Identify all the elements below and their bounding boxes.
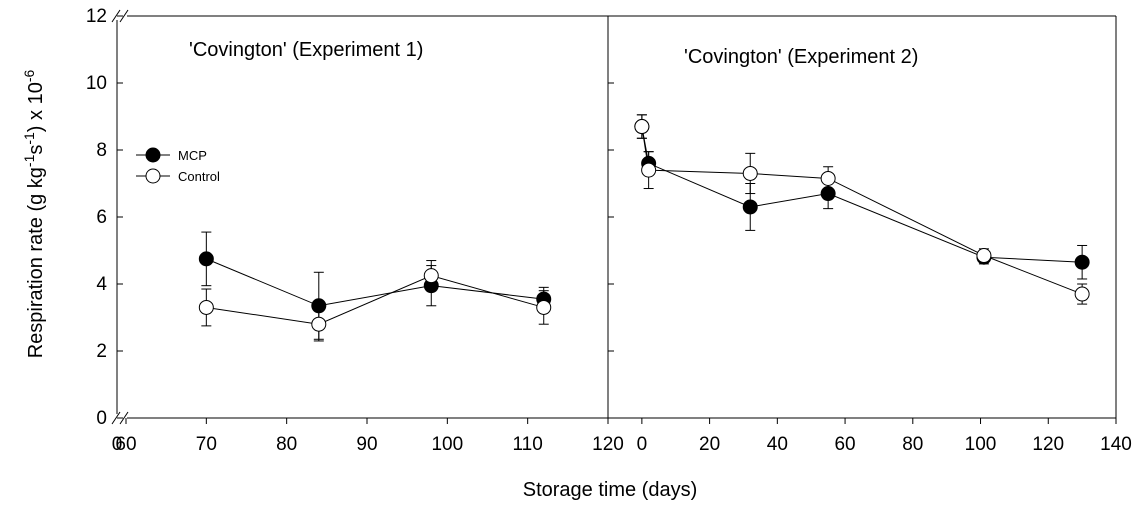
point-mcp-panel-1-0 <box>198 251 214 267</box>
point-control-panel-1-1 <box>311 316 327 332</box>
axis-break-top-b <box>119 9 129 23</box>
y-tick-label-4: 4 <box>96 274 107 295</box>
x2-tick-label-40: 40 <box>767 434 788 455</box>
point-control-panel-2-2 <box>742 165 758 181</box>
x2-tick-label-0: 0 <box>637 434 648 455</box>
legend-marker-mcp <box>145 147 161 163</box>
data-series <box>198 114 1090 342</box>
y-tick-label-12: 12 <box>86 6 107 27</box>
x2-tick-label-120: 120 <box>1032 434 1064 455</box>
x2-tick-label-100: 100 <box>965 434 997 455</box>
x2-tick-label-60: 60 <box>834 434 855 455</box>
point-control-panel-1-3 <box>536 299 552 315</box>
legend-label-control: Control <box>178 169 220 184</box>
legend: MCP Control <box>136 147 220 184</box>
point-control-panel-2-4 <box>976 248 992 264</box>
point-control-panel-2-5 <box>1074 286 1090 302</box>
point-mcp-panel-2-5 <box>1074 254 1090 270</box>
x2-tick-label-80: 80 <box>902 434 923 455</box>
x-axis-title: Storage time (days) <box>523 479 698 501</box>
x1-tick-label-90: 90 <box>356 434 377 455</box>
point-control-panel-2-0 <box>634 119 650 135</box>
y-tick-label-0: 0 <box>96 408 107 429</box>
x1-tick-label-0: 0 <box>112 434 123 455</box>
x1-tick-label-110: 110 <box>513 434 543 455</box>
panel-title-1: 'Covington' (Experiment 1) <box>189 39 423 61</box>
x1-tick-label-70: 70 <box>196 434 217 455</box>
y-tick-label-2: 2 <box>96 341 107 362</box>
x2-tick-label-20: 20 <box>699 434 720 455</box>
axis-break-bottom-a <box>111 411 121 425</box>
legend-marker-control <box>145 168 161 184</box>
y-tick-label-10: 10 <box>86 73 107 94</box>
series-line-control-panel-2 <box>641 126 1083 295</box>
point-mcp-panel-2-2 <box>742 199 758 215</box>
x1-tick-label-100: 100 <box>431 434 463 455</box>
series-line-mcp-panel-2 <box>641 126 1083 263</box>
series-line-mcp-panel-1 <box>206 258 544 307</box>
x1-tick-label-120: 120 <box>592 434 624 455</box>
point-control-panel-2-3 <box>820 170 836 186</box>
point-control-panel-2-1 <box>641 162 657 178</box>
panel-title-2: 'Covington' (Experiment 2) <box>684 46 918 68</box>
y-axis-title: Respiration rate (g kg-1s-1) x 10-6 <box>21 69 47 358</box>
x1-tick-label-60: 60 <box>115 434 136 455</box>
axis-break-bottom-b <box>119 411 129 425</box>
y-tick-label-8: 8 <box>96 140 107 161</box>
x2-tick-label-140: 140 <box>1100 434 1132 455</box>
x1-tick-label-80: 80 <box>276 434 297 455</box>
y-tick-label-6: 6 <box>96 207 107 228</box>
point-control-panel-1-0 <box>198 299 214 315</box>
axis-break-top-a <box>111 9 121 23</box>
point-control-panel-1-2 <box>423 268 439 284</box>
series-line-control-panel-1 <box>206 275 544 325</box>
legend-label-mcp: MCP <box>178 148 207 163</box>
